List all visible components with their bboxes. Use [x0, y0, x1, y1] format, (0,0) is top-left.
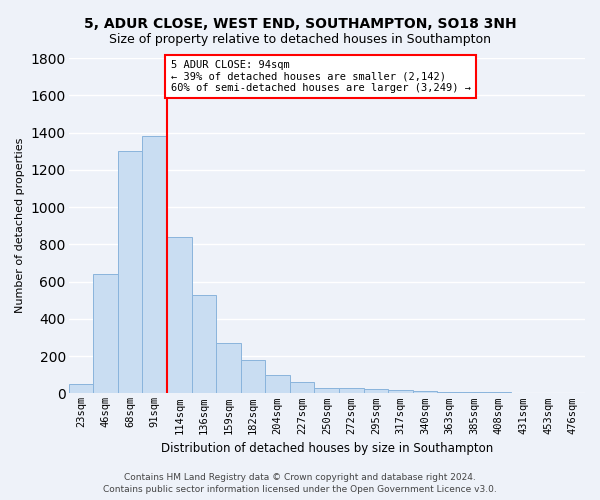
Bar — [191, 294, 216, 394]
X-axis label: Distribution of detached houses by size in Southampton: Distribution of detached houses by size … — [161, 442, 493, 455]
Bar — [290, 382, 314, 394]
Bar — [167, 237, 191, 394]
Bar — [511, 393, 536, 394]
Bar — [487, 392, 511, 394]
Bar — [241, 360, 265, 394]
Bar — [93, 274, 118, 394]
Text: 5, ADUR CLOSE, WEST END, SOUTHAMPTON, SO18 3NH: 5, ADUR CLOSE, WEST END, SOUTHAMPTON, SO… — [83, 18, 517, 32]
Bar — [216, 343, 241, 394]
Bar — [364, 388, 388, 394]
Bar — [314, 388, 339, 394]
Text: 5 ADUR CLOSE: 94sqm
← 39% of detached houses are smaller (2,142)
60% of semi-det: 5 ADUR CLOSE: 94sqm ← 39% of detached ho… — [170, 60, 470, 93]
Bar — [118, 151, 142, 394]
Y-axis label: Number of detached properties: Number of detached properties — [15, 138, 25, 314]
Bar — [265, 375, 290, 394]
Bar — [142, 136, 167, 394]
Bar — [462, 392, 487, 394]
Bar — [413, 390, 437, 394]
Text: Contains HM Land Registry data © Crown copyright and database right 2024.
Contai: Contains HM Land Registry data © Crown c… — [103, 472, 497, 494]
Bar — [68, 384, 93, 394]
Bar — [339, 388, 364, 394]
Bar — [437, 392, 462, 394]
Bar — [388, 390, 413, 394]
Text: Size of property relative to detached houses in Southampton: Size of property relative to detached ho… — [109, 32, 491, 46]
